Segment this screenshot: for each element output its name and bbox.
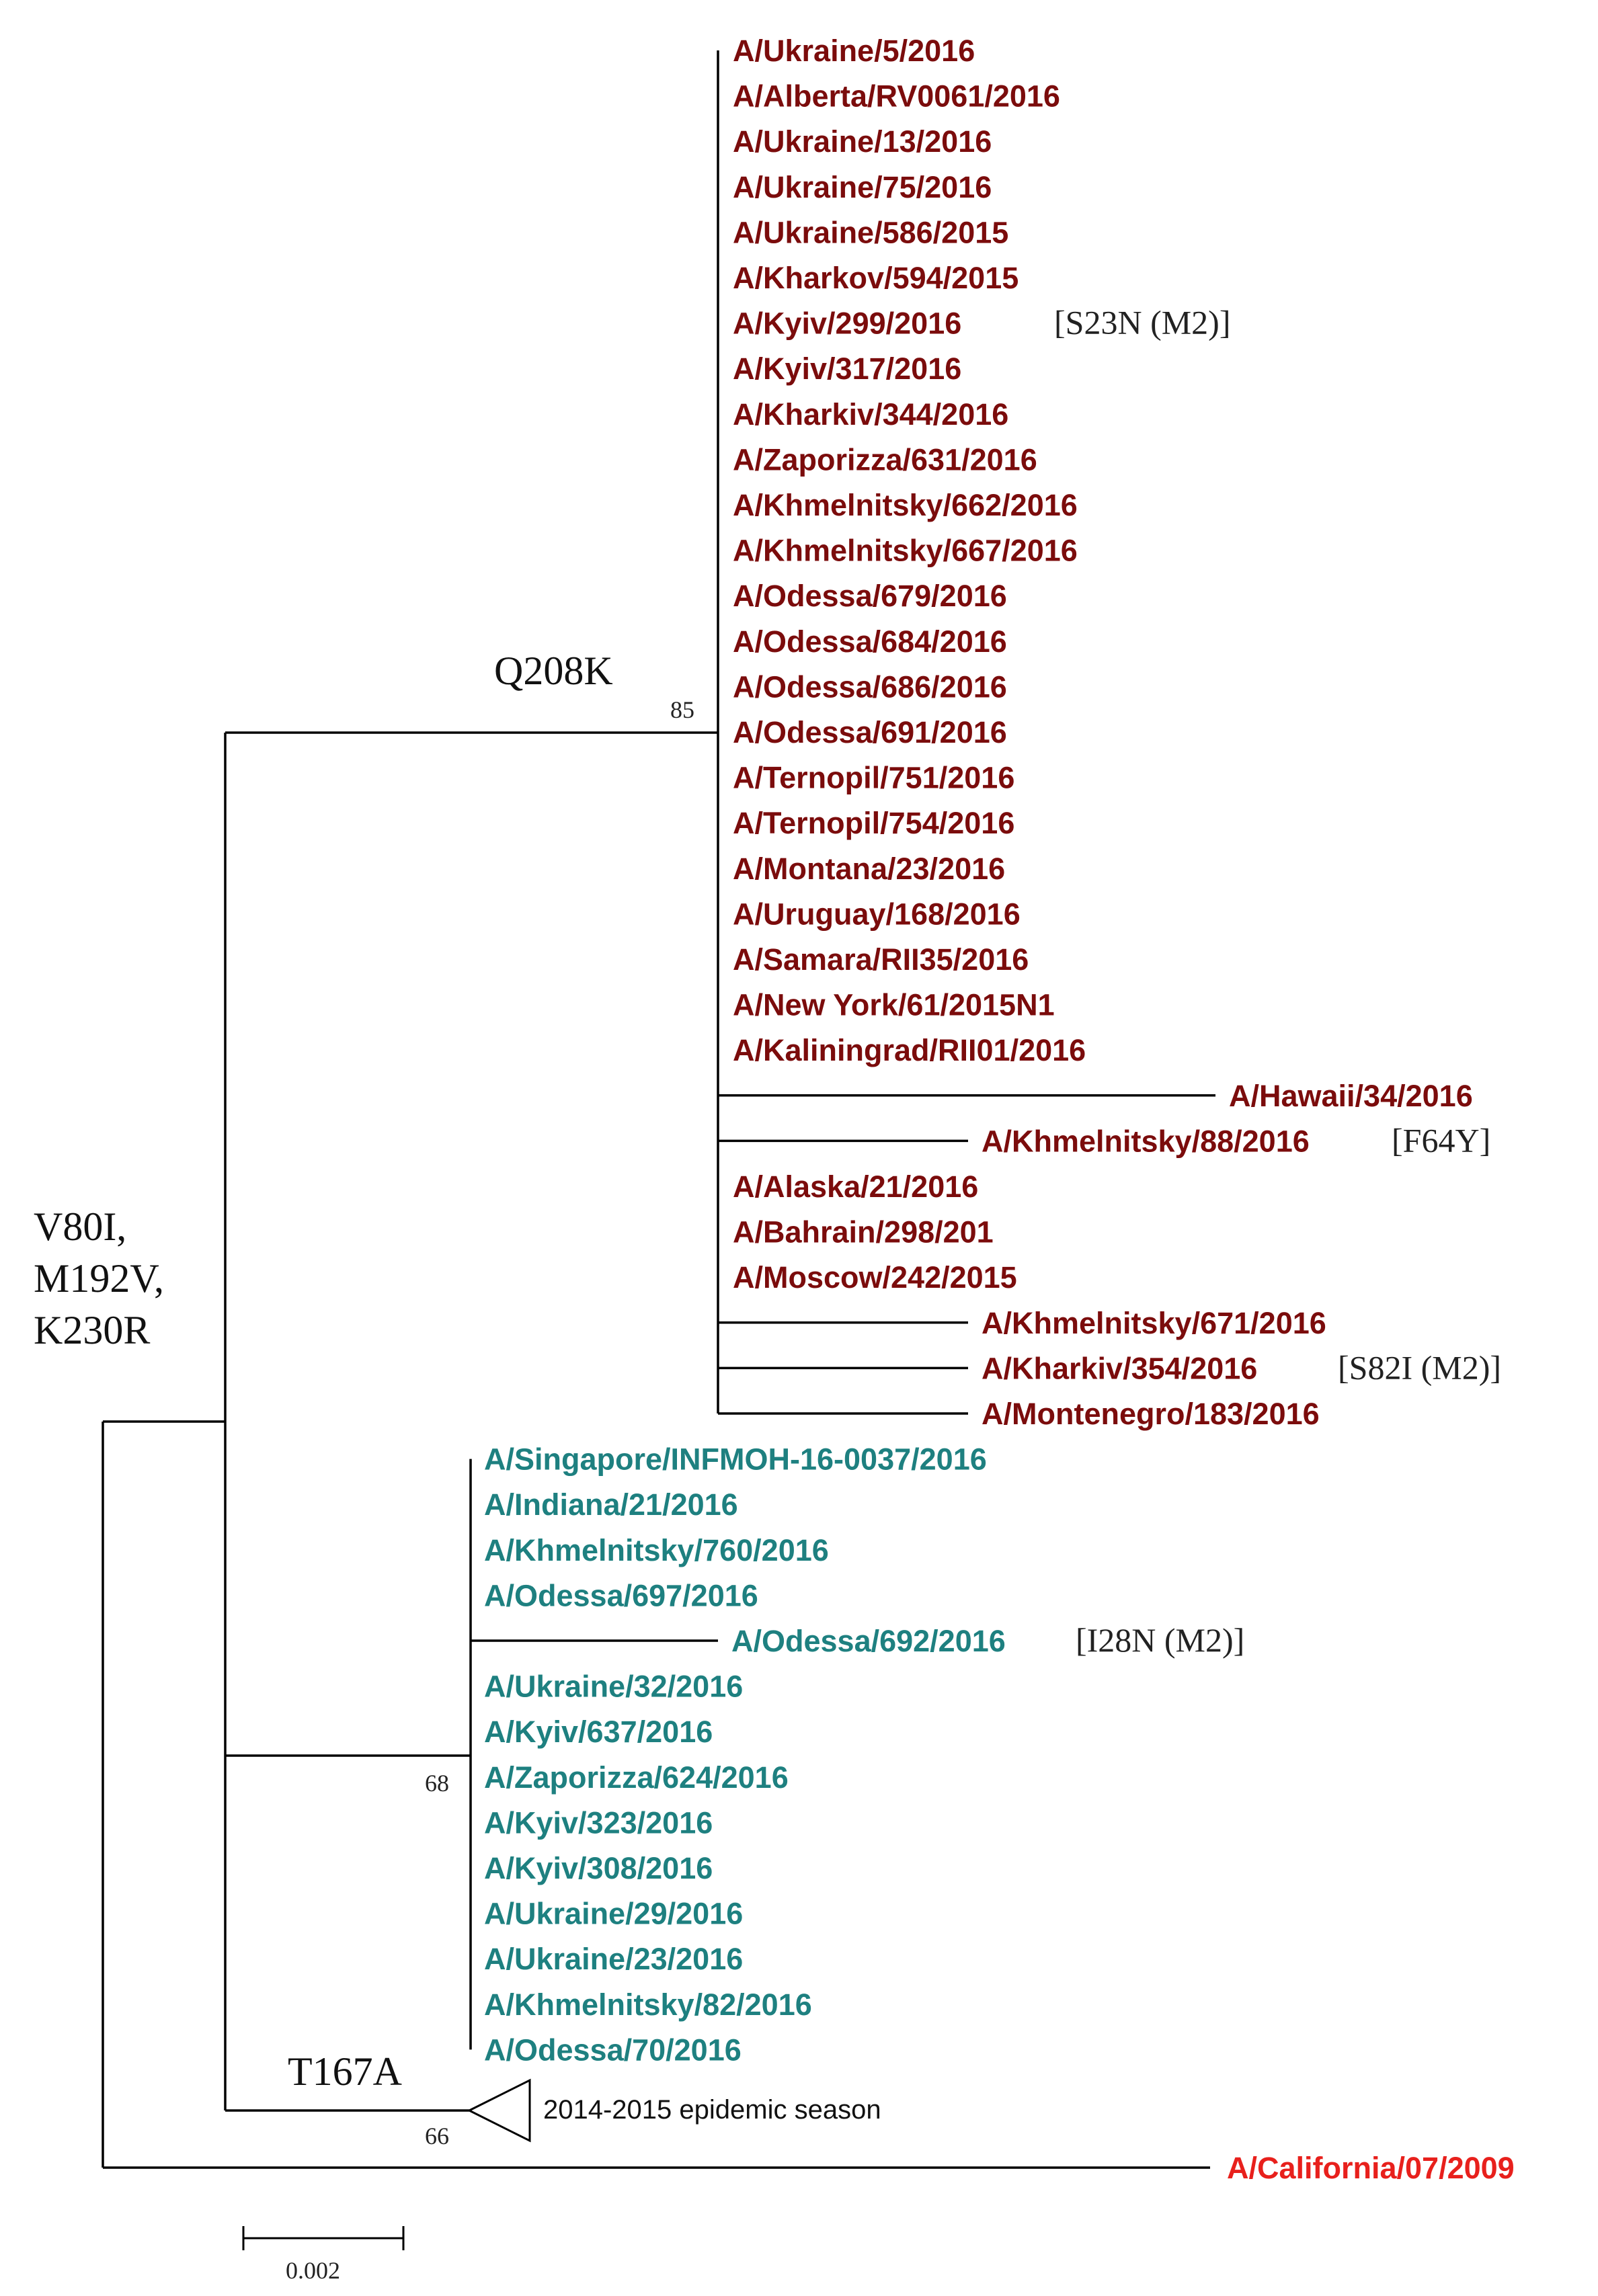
taxon-label: A/Khmelnitsky/667/2016 — [733, 534, 1078, 568]
scale-bar-label: 0.002 — [286, 2257, 340, 2284]
taxon-label: A/Ukraine/32/2016 — [484, 1670, 743, 1704]
taxon-label: A/Bahrain/298/201 — [733, 1215, 994, 1249]
substitution-note: [F64Y] — [1392, 1121, 1490, 1159]
taxon-label: A/Alaska/21/2016 — [733, 1170, 978, 1204]
taxon-label: A/Ukraine/29/2016 — [484, 1897, 743, 1931]
taxon-label: A/Kharkiv/344/2016 — [733, 397, 1008, 432]
clade-a-bootstrap: 85 — [670, 696, 694, 723]
root-mutation-3: K230R — [34, 1308, 150, 1352]
taxon-label: A/Kyiv/317/2016 — [733, 352, 961, 386]
taxon-label: A/Kyiv/308/2016 — [484, 1851, 713, 1885]
outgroup-label: A/California/07/2009 — [1227, 2151, 1515, 2185]
taxon-label: A/Odessa/679/2016 — [733, 579, 1007, 613]
taxon-label: A/Odessa/70/2016 — [484, 2033, 742, 2067]
taxon-label: A/Odessa/686/2016 — [733, 669, 1007, 704]
taxon-label: A/Kyiv/299/2016 — [733, 306, 961, 341]
taxon-label: A/Khmelnitsky/760/2016 — [484, 1533, 829, 1567]
taxon-label: A/Moscow/242/2015 — [733, 1260, 1017, 1295]
taxon-label: A/Kyiv/637/2016 — [484, 1715, 713, 1749]
collapsed-clade-mutation-label: T167A — [288, 2049, 402, 2094]
tree-branches — [102, 50, 1215, 2169]
taxon-label: A/Khmelnitsky/662/2016 — [733, 488, 1078, 522]
taxon-label: A/Alberta/RV0061/2016 — [733, 79, 1060, 114]
taxon-label: A/Kharkov/594/2015 — [733, 261, 1018, 295]
taxon-label: A/Ternopil/751/2016 — [733, 761, 1014, 795]
taxon-label: A/Ukraine/586/2015 — [733, 215, 1008, 249]
taxon-label: A/Ukraine/13/2016 — [733, 124, 992, 159]
substitution-note: [S23N (M2)] — [1054, 304, 1230, 341]
taxon-label: A/Odessa/692/2016 — [731, 1624, 1006, 1658]
taxon-label: A/Odessa/691/2016 — [733, 715, 1007, 749]
root-mutation-2: M192V, — [34, 1256, 164, 1301]
taxon-label: A/Ternopil/754/2016 — [733, 806, 1014, 840]
taxon-label: A/Zaporizza/624/2016 — [484, 1760, 789, 1795]
taxon-label: A/Montenegro/183/2016 — [982, 1397, 1320, 1431]
taxon-label: A/New York/61/2015N1 — [733, 988, 1055, 1022]
taxon-label: A/Uruguay/168/2016 — [733, 897, 1021, 931]
scale-bar: 0.002 — [242, 2226, 405, 2284]
substitution-note: [I28N (M2)] — [1076, 1621, 1244, 1659]
taxon-label: A/Khmelnitsky/671/2016 — [982, 1306, 1326, 1340]
collapsed-clade-bootstrap: 66 — [425, 2123, 449, 2149]
root-mutation-1: V80I, — [34, 1204, 126, 1249]
collapsed-clade-triangle — [467, 2078, 531, 2143]
clade-a-mutation-label: Q208K — [494, 649, 613, 693]
taxon-label: A/Kharkiv/354/2016 — [982, 1351, 1257, 1385]
taxon-label: A/Ukraine/75/2016 — [733, 170, 992, 204]
collapsed-clade-label: 2014-2015 epidemic season — [543, 2095, 881, 2125]
taxon-label: A/Indiana/21/2016 — [484, 1487, 738, 1522]
taxon-label: A/Singapore/INFMOH-16-0037/2016 — [484, 1442, 987, 1477]
taxon-label: A/Ukraine/5/2016 — [733, 34, 975, 68]
taxon-label: A/Khmelnitsky/82/2016 — [484, 1987, 812, 2022]
taxon-label: A/Khmelnitsky/88/2016 — [982, 1124, 1310, 1158]
clade-b-bootstrap: 68 — [425, 1770, 449, 1797]
taxon-label: A/Hawaii/34/2016 — [1229, 1079, 1473, 1113]
taxon-labels: A/Ukraine/5/2016 A/Alberta/RV0061/2016 A/U… — [484, 34, 1515, 2185]
taxon-label: A/Kyiv/323/2016 — [484, 1805, 713, 1840]
taxon-label: A/Odessa/697/2016 — [484, 1578, 758, 1612]
taxon-label: A/Samara/RII35/2016 — [733, 942, 1029, 977]
taxon-label: A/Odessa/684/2016 — [733, 624, 1007, 659]
substitution-note: [S82I (M2)] — [1338, 1348, 1501, 1386]
taxon-label: A/Kaliningrad/RII01/2016 — [733, 1033, 1086, 1067]
taxon-label: A/Montana/23/2016 — [733, 852, 1005, 886]
taxon-label: A/Ukraine/23/2016 — [484, 1942, 743, 1976]
taxon-label: A/Zaporizza/631/2016 — [733, 442, 1037, 477]
